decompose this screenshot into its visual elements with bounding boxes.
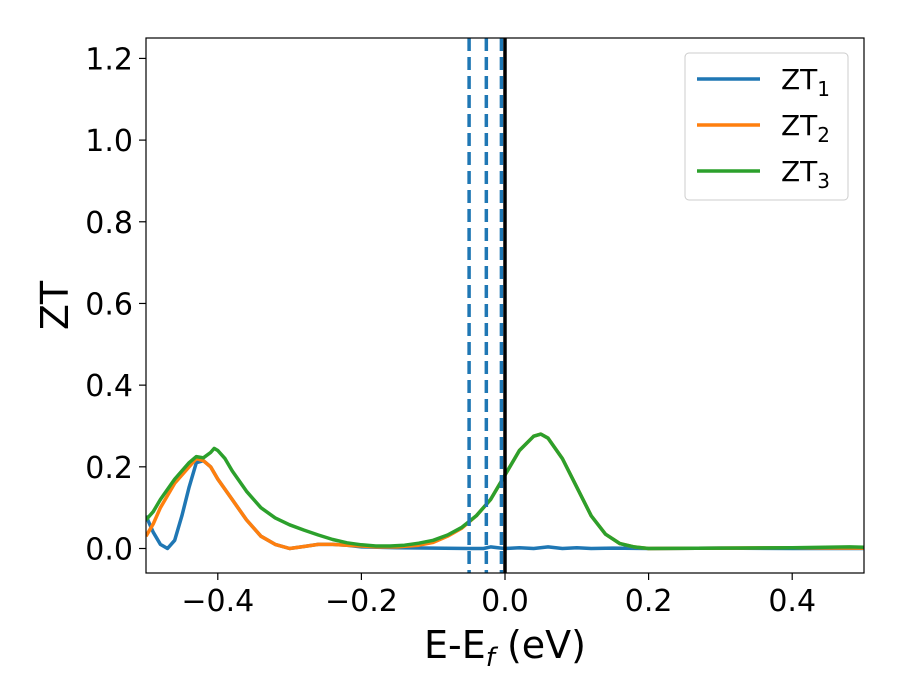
series-line-zt3	[146, 432, 864, 551]
x-tick-label: −0.4	[181, 584, 254, 619]
x-tick-label: 0.2	[625, 584, 673, 619]
legend-label-zt2: ZT2	[781, 109, 830, 147]
x-tick-label: −0.2	[325, 584, 398, 619]
legend-box	[684, 52, 849, 201]
x-axis-title-unit: (eV)	[495, 623, 586, 667]
x-axis-ticks: −0.4 −0.2 0.0 0.2 0.4	[181, 573, 816, 619]
plot-layer	[146, 38, 864, 573]
x-axis-title-main: E-E	[424, 623, 486, 667]
plot-area	[146, 38, 864, 573]
legend: ZT1 ZT2 ZT3	[684, 52, 849, 201]
y-tick-label: 1.0	[85, 124, 133, 159]
y-tick-label: 0.0	[85, 532, 133, 567]
x-tick-label: 0.0	[481, 584, 529, 619]
y-tick-label: 0.4	[85, 369, 133, 404]
y-tick-label: 1.2	[85, 42, 133, 77]
y-tick-label: 0.2	[85, 451, 133, 486]
x-tick-label: 0.4	[768, 584, 816, 619]
y-axis-ticks: 0.0 0.2 0.4 0.6 0.8 1.0 1.2	[85, 42, 146, 567]
y-tick-label: 0.6	[85, 287, 133, 322]
y-axis-title: ZT	[33, 280, 77, 330]
x-axis-title: E-Ef (eV)	[424, 623, 586, 673]
legend-label-zt1: ZT1	[781, 63, 830, 101]
legend-label-zt3: ZT3	[781, 155, 830, 193]
y-tick-label: 0.8	[85, 206, 133, 241]
plot-frame	[145, 37, 865, 574]
